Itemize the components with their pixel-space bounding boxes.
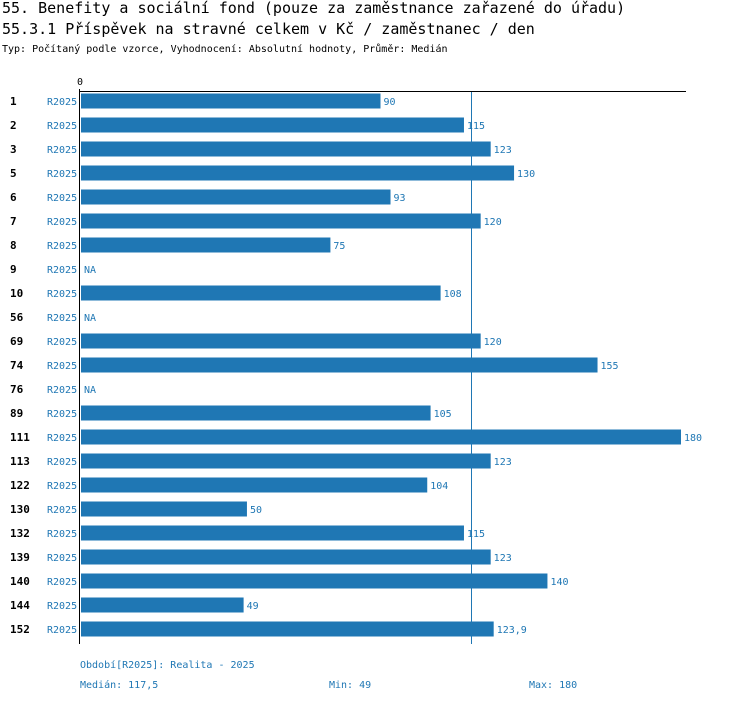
data-label: 108	[444, 289, 462, 300]
category-label: 69	[10, 335, 23, 348]
data-label: 155	[601, 361, 619, 372]
bar	[81, 213, 481, 229]
data-label: 50	[250, 505, 262, 516]
category-label: 8	[10, 239, 17, 252]
category-label: 9	[10, 263, 17, 276]
series-label: R2025	[47, 265, 77, 276]
data-label: 123	[494, 553, 512, 564]
series-label: R2025	[47, 385, 77, 396]
data-label: NA	[84, 265, 96, 276]
series-label: R2025	[47, 409, 77, 420]
bar	[81, 285, 441, 301]
bar	[81, 237, 331, 253]
bar	[81, 525, 464, 541]
category-label: 113	[10, 455, 30, 468]
bar	[81, 405, 431, 421]
series-label: R2025	[47, 121, 77, 132]
series-label: R2025	[47, 433, 77, 444]
page-title: 55. Benefity a sociální fond (pouze za z…	[2, 0, 626, 17]
data-label: 75	[333, 241, 345, 252]
bar	[81, 477, 428, 493]
series-label: R2025	[47, 313, 77, 324]
footer-period: Období[R2025]: Realita - 2025	[80, 660, 255, 671]
data-label: 105	[434, 409, 452, 420]
data-label: NA	[84, 385, 96, 396]
series-label: R2025	[47, 217, 77, 228]
footer-min: Min: 49	[329, 680, 372, 691]
series-label: R2025	[47, 529, 77, 540]
category-label: 56	[10, 311, 24, 324]
series-label: R2025	[47, 457, 77, 468]
data-label: 120	[484, 217, 502, 228]
data-label: 180	[684, 433, 702, 444]
series-label: R2025	[47, 577, 77, 588]
data-label: 115	[467, 121, 485, 132]
series-label: R2025	[47, 241, 77, 252]
bar	[81, 357, 598, 373]
bar	[81, 549, 491, 565]
bar	[81, 429, 681, 445]
data-label: 93	[394, 193, 406, 204]
category-label: 2	[10, 119, 17, 132]
bar	[81, 621, 494, 637]
data-label: 140	[550, 577, 568, 588]
data-label: 49	[247, 601, 259, 612]
category-label: 139	[10, 551, 30, 564]
category-label: 7	[10, 215, 17, 228]
category-label: 6	[10, 191, 17, 204]
footer-median: Medián: 117,5	[80, 680, 159, 691]
category-label: 76	[10, 383, 24, 396]
chart-info: Typ: Počítaný podle vzorce, Vyhodnocení:…	[2, 44, 448, 55]
category-label: 74	[10, 359, 24, 372]
series-label: R2025	[47, 97, 77, 108]
bar	[81, 189, 391, 205]
bar	[81, 501, 247, 517]
data-label: 90	[384, 97, 396, 108]
series-label: R2025	[47, 193, 77, 204]
bar	[81, 333, 481, 349]
category-label: 10	[10, 287, 23, 300]
x-tick-label: 0	[77, 77, 83, 88]
category-label: 152	[10, 623, 30, 636]
data-label: 120	[484, 337, 502, 348]
bar	[81, 93, 381, 109]
category-label: 132	[10, 527, 30, 540]
series-label: R2025	[47, 145, 77, 156]
bar	[81, 597, 244, 613]
category-label: 1	[10, 95, 17, 108]
data-label: 123	[494, 145, 512, 156]
series-label: R2025	[47, 553, 77, 564]
data-label: 123,9	[497, 625, 527, 636]
footer-max: Max: 180	[529, 680, 578, 691]
category-label: 111	[10, 431, 30, 444]
data-label: NA	[84, 313, 96, 324]
bar	[81, 141, 491, 157]
series-label: R2025	[47, 625, 77, 636]
bar	[81, 573, 548, 589]
data-label: 115	[467, 529, 485, 540]
category-label: 3	[10, 143, 17, 156]
category-label: 122	[10, 479, 30, 492]
category-label: 144	[10, 599, 30, 612]
series-label: R2025	[47, 289, 77, 300]
series-label: R2025	[47, 481, 77, 492]
bar	[81, 165, 515, 181]
series-label: R2025	[47, 337, 77, 348]
series-label: R2025	[47, 601, 77, 612]
category-label: 130	[10, 503, 30, 516]
data-label: 104	[430, 481, 448, 492]
category-label: 89	[10, 407, 23, 420]
data-label: 123	[494, 457, 512, 468]
series-label: R2025	[47, 505, 77, 516]
series-label: R2025	[47, 169, 77, 180]
category-label: 5	[10, 167, 17, 180]
bar	[81, 453, 491, 469]
data-label: 130	[517, 169, 535, 180]
category-label: 140	[10, 575, 30, 588]
series-label: R2025	[47, 361, 77, 372]
bar	[81, 117, 464, 133]
chart-subtitle: 55.3.1 Příspěvek na stravné celkem v Kč …	[2, 20, 535, 38]
